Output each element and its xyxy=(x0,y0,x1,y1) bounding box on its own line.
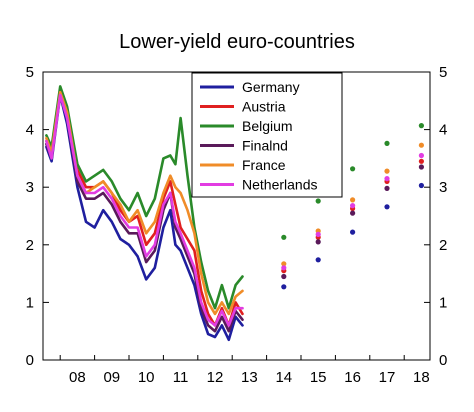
x-tick-label: 08 xyxy=(69,369,86,386)
forecast-point-france xyxy=(281,261,287,267)
y-tick-label-right: 3 xyxy=(439,179,447,196)
legend-label: Austria xyxy=(242,99,286,115)
forecast-point-france xyxy=(350,197,356,203)
chart-title: Lower-yield euro-countries xyxy=(119,31,355,53)
axes: 0 01 12 23 34 45 508 09 10 11 12 13 14 15 16 17 18 xyxy=(26,64,448,386)
forecast-point-netherlands xyxy=(384,176,390,182)
y-tick-label-left: 0 xyxy=(26,352,34,369)
forecast-point-germany xyxy=(384,204,390,210)
forecast-point-finalnd xyxy=(281,273,287,280)
legend-box xyxy=(191,72,343,198)
forecast-point-germany xyxy=(315,257,321,263)
y-tick-label-left: 5 xyxy=(26,64,34,81)
forecast-point-netherlands xyxy=(418,152,424,159)
forecast-point-finalnd xyxy=(418,164,424,170)
forecast-point-germany xyxy=(350,229,356,235)
x-tick-label: 13 xyxy=(241,369,258,386)
series-line-netherlands xyxy=(45,93,244,327)
forecast-point-belgium xyxy=(418,123,424,129)
forecast-point-belgium xyxy=(281,234,287,240)
forecast-point-belgium xyxy=(315,198,321,204)
forecast-points xyxy=(281,123,424,290)
series-line-germany xyxy=(45,93,244,342)
y-tick-label-left: 4 xyxy=(26,122,34,139)
series-line-finalnd xyxy=(45,90,244,333)
plot-frame xyxy=(42,71,431,361)
x-tick-label: 18 xyxy=(413,369,430,386)
forecast-point-france xyxy=(418,142,424,148)
y-tick-label-left: 2 xyxy=(26,237,34,254)
x-tick-label: 14 xyxy=(275,369,292,386)
forecast-point-netherlands xyxy=(281,265,287,271)
legend-label: Netherlands xyxy=(242,177,318,193)
forecast-point-france xyxy=(384,168,390,174)
legend-label: France xyxy=(242,157,286,173)
forecast-point-finalnd xyxy=(350,210,356,216)
x-tick-label: 09 xyxy=(103,369,120,386)
forecast-point-belgium xyxy=(350,166,356,172)
y-tick-label-right: 4 xyxy=(439,122,447,139)
x-tick-label: 11 xyxy=(173,369,189,386)
forecast-point-germany xyxy=(281,284,287,290)
legend-label: Finalnd xyxy=(242,138,288,154)
forecast-point-finalnd xyxy=(384,185,390,191)
forecast-point-netherlands xyxy=(315,231,321,237)
x-tick-label: 10 xyxy=(138,369,155,386)
y-tick-label-right: 5 xyxy=(439,64,447,81)
forecast-point-finalnd xyxy=(315,239,321,245)
y-tick-label-left: 1 xyxy=(26,294,34,311)
y-tick-label-right: 0 xyxy=(439,352,447,369)
x-tick-label: 16 xyxy=(344,369,361,386)
series-line-belgium xyxy=(45,85,244,310)
y-tick-label-right: 2 xyxy=(439,237,447,254)
legend: Germany Austria Belgium Finalnd France Nether… xyxy=(191,72,343,198)
forecast-point-netherlands xyxy=(350,203,356,209)
forecast-point-belgium xyxy=(384,140,390,146)
y-tick-label-right: 1 xyxy=(439,294,447,311)
legend-label: Belgium xyxy=(242,118,293,134)
x-tick-label: 17 xyxy=(379,369,396,386)
x-tick-label: 15 xyxy=(310,369,327,386)
x-tick-label: 12 xyxy=(207,369,224,386)
forecast-point-germany xyxy=(418,182,424,189)
legend-label: Germany xyxy=(242,79,300,95)
series-line-austria xyxy=(45,88,244,327)
series-lines xyxy=(45,85,244,342)
forecast-point-austria xyxy=(418,158,424,164)
y-tick-label-left: 3 xyxy=(26,179,34,196)
